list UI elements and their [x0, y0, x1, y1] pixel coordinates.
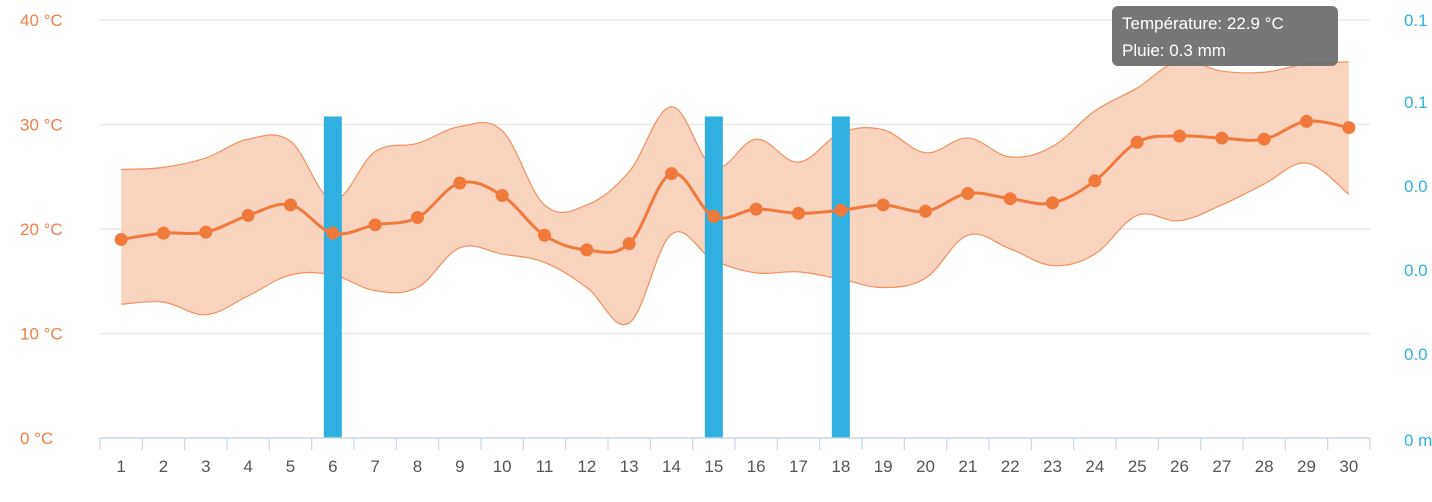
temperature-point [834, 203, 848, 217]
temperature-point [1046, 196, 1059, 210]
temperature-point [495, 189, 509, 203]
x-tick-label: 7 [370, 457, 379, 476]
y-left-tick-label: 40 °C [20, 11, 63, 30]
y-axis-right: 0.1 0.1 0.0 0.0 0.0 0 m [1404, 11, 1432, 450]
tooltip-line-temperature: Température: 22.9 °C [1122, 14, 1284, 33]
temperature-point [157, 226, 170, 240]
x-tick-label: 10 [493, 457, 512, 476]
rain-bars [323, 116, 850, 438]
y-left-tick-label: 0 °C [20, 429, 53, 448]
x-tick-label: 14 [662, 457, 681, 476]
temperature-point [1257, 132, 1271, 146]
temperature-point [580, 243, 594, 257]
x-tick-label: 13 [620, 457, 639, 476]
temperature-point [1342, 121, 1356, 135]
temperature-point [1088, 174, 1102, 188]
tooltip: Température: 22.9 °C Pluie: 0.3 mm [1112, 6, 1338, 66]
x-tick-label: 23 [1043, 457, 1062, 476]
temperature-point [241, 208, 255, 222]
x-tick-label: 9 [455, 457, 464, 476]
tooltip-line-rain: Pluie: 0.3 mm [1122, 41, 1226, 60]
x-tick-label: 21 [958, 457, 977, 476]
rain-bar [323, 116, 342, 438]
temperature-series [114, 114, 1356, 257]
x-tick-label: 17 [789, 457, 808, 476]
y-right-tick-label: 0.0 [1404, 261, 1428, 280]
temperature-point [538, 228, 551, 242]
y-right-tick-label: 0.0 [1404, 177, 1428, 196]
x-tick-label: 26 [1170, 457, 1189, 476]
tooltip-box [1112, 6, 1338, 66]
y-right-tick-label: 0.0 [1404, 345, 1428, 364]
x-tick-label: 20 [916, 457, 935, 476]
temperature-range-band [121, 60, 1349, 325]
temperature-point [665, 167, 678, 181]
temperature-point [792, 206, 805, 220]
temperature-point [1215, 131, 1229, 145]
y-left-tick-label: 20 °C [20, 220, 63, 239]
temperature-point [199, 225, 213, 239]
temperature-point [707, 209, 721, 223]
x-tick-label: 6 [328, 457, 337, 476]
temperature-point [1130, 135, 1144, 149]
x-tick-label: 4 [243, 457, 252, 476]
y-right-tick-label: 0.1 [1404, 11, 1428, 30]
temperature-point [284, 198, 297, 212]
x-tick-label: 30 [1339, 457, 1358, 476]
x-tick-label: 19 [874, 457, 893, 476]
x-tick-label: 29 [1297, 457, 1316, 476]
y-right-tick-label: 0 m [1404, 431, 1432, 450]
x-tick-label: 5 [286, 457, 295, 476]
temperature-point [1173, 129, 1186, 143]
temperature-point [1003, 192, 1017, 206]
x-axis: 1 2 3 4 5 6 7 8 9 10 11 12 13 14 15 16 17 18 19 20 21 22 23 24 2… [99, 437, 1371, 476]
y-left-tick-label: 30 °C [20, 116, 63, 135]
temperature-point [411, 211, 424, 225]
temperature-point [326, 226, 340, 240]
x-tick-label: 18 [831, 457, 850, 476]
x-tick-label: 12 [577, 457, 596, 476]
x-tick-label: 27 [1212, 457, 1231, 476]
x-tick-label: 22 [1001, 457, 1020, 476]
temperature-point [622, 237, 636, 251]
x-tick-label: 2 [159, 457, 168, 476]
temperature-point [1300, 114, 1313, 128]
x-tick-label: 15 [704, 457, 723, 476]
temperature-point [961, 186, 975, 200]
y-axis-left: 40 °C 30 °C 20 °C 10 °C 0 °C [20, 11, 63, 448]
x-tick-label: 28 [1255, 457, 1274, 476]
temperature-point [876, 198, 890, 212]
temperature-point [114, 232, 128, 246]
temperature-point [919, 204, 932, 218]
temperature-range-area [121, 59, 1350, 326]
x-tick-label: 8 [413, 457, 422, 476]
x-tick-label: 24 [1085, 457, 1104, 476]
y-right-tick-label: 0.1 [1404, 93, 1428, 112]
rain-bar [704, 116, 723, 438]
x-tick-label: 1 [116, 457, 125, 476]
x-tick-label: 11 [536, 457, 554, 476]
x-tick-label: 3 [201, 457, 210, 476]
rain-bar [831, 116, 850, 438]
temperature-point [453, 176, 467, 190]
temperature-point [368, 218, 382, 232]
x-tick-label: 25 [1128, 457, 1147, 476]
x-tick-label: 16 [747, 457, 766, 476]
y-left-tick-label: 10 °C [20, 325, 63, 344]
temperature-point [749, 202, 763, 216]
